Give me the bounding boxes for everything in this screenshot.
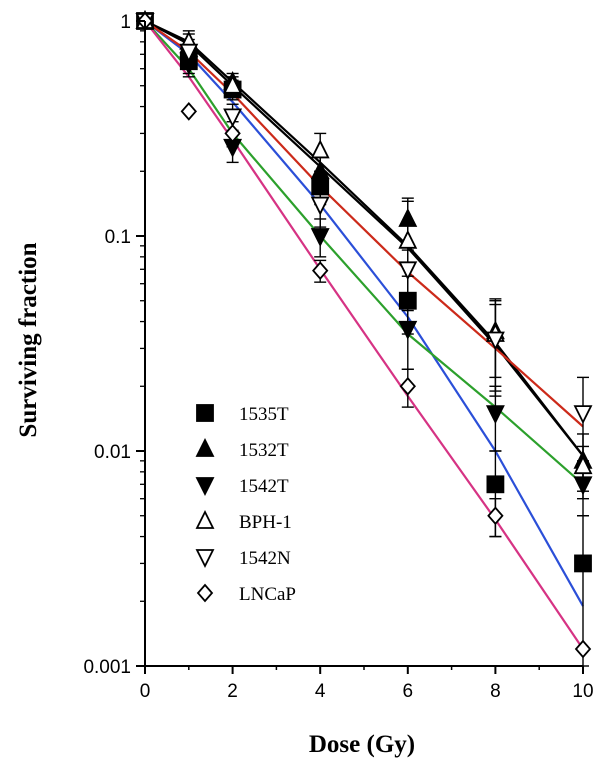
marker-1535t	[574, 554, 592, 573]
legend-label-1542t: 1542T	[239, 476, 289, 497]
x-tick-label: 10	[572, 681, 593, 702]
legend-marker-1535t	[196, 404, 214, 422]
legend: 1535T 1532T 1542T BPH-1 1542N LNCaP	[195, 404, 296, 605]
axes	[136, 20, 584, 674]
fit-line-1542n	[144, 20, 584, 428]
y-tick-label: 0.1	[105, 227, 131, 248]
x-tick-label: 6	[403, 681, 414, 702]
fit-line-1532t	[144, 20, 584, 457]
legend-label-1535t: 1535T	[239, 404, 289, 425]
error-bars	[182, 30, 589, 667]
y-axis-title: Surviving fraction	[15, 242, 42, 437]
x-axis-title: Dose (Gy)	[309, 731, 415, 758]
marker-lncap	[312, 261, 329, 281]
marker-lncap	[224, 124, 241, 143]
y-tick-label: 0.01	[94, 442, 131, 463]
marker-bph-1	[223, 74, 243, 94]
marker-1542n	[398, 261, 418, 281]
marker-1542n	[179, 43, 199, 63]
legend-label-1542n: 1542N	[239, 548, 291, 569]
marker-1542n	[573, 405, 593, 425]
legend-marker-1542n	[195, 549, 215, 569]
marker-bph-1	[573, 455, 593, 475]
marker-1535t	[311, 177, 330, 196]
marker-1532t	[398, 207, 418, 227]
legend-label-lncap: LNCaP	[239, 584, 296, 605]
x-tick-label: 2	[227, 681, 238, 702]
marker-bph-1	[310, 139, 330, 159]
marker-1542n	[223, 108, 243, 128]
x-tick-label: 0	[140, 681, 151, 702]
marker-1542t	[573, 476, 593, 496]
marker-bph-1	[398, 229, 418, 249]
legend-marker-lncap	[196, 583, 214, 603]
legend-marker-1532t	[195, 437, 215, 457]
marker-lncap	[487, 506, 504, 526]
marker-1542n	[310, 196, 330, 216]
legend-marker-1542t	[195, 477, 215, 497]
legend-label-bph-1: BPH-1	[239, 512, 292, 533]
tick-labels: 0 2 4 6 8 10 1 0.1 0.01 0.001	[83, 12, 593, 702]
marker-lncap	[574, 639, 592, 659]
x-tick-label: 4	[315, 681, 326, 702]
legend-marker-bph-1	[195, 509, 215, 529]
x-tick-label: 8	[490, 681, 501, 702]
marker-1535t	[486, 475, 505, 494]
legend-label-1532t: 1532T	[239, 440, 289, 461]
marker-1542t	[398, 320, 418, 340]
marker-1542n	[485, 331, 505, 351]
y-tick-label: 0.001	[83, 657, 131, 678]
marker-1535t	[398, 291, 417, 310]
y-tick-label: 1	[120, 12, 131, 33]
marker-lncap	[180, 101, 197, 121]
data-markers	[135, 9, 593, 659]
marker-1542t	[310, 228, 330, 248]
marker-lncap	[399, 376, 416, 396]
marker-1532t	[310, 160, 330, 180]
marker-1542t	[485, 405, 505, 425]
fit-line-bph-1	[144, 20, 584, 457]
